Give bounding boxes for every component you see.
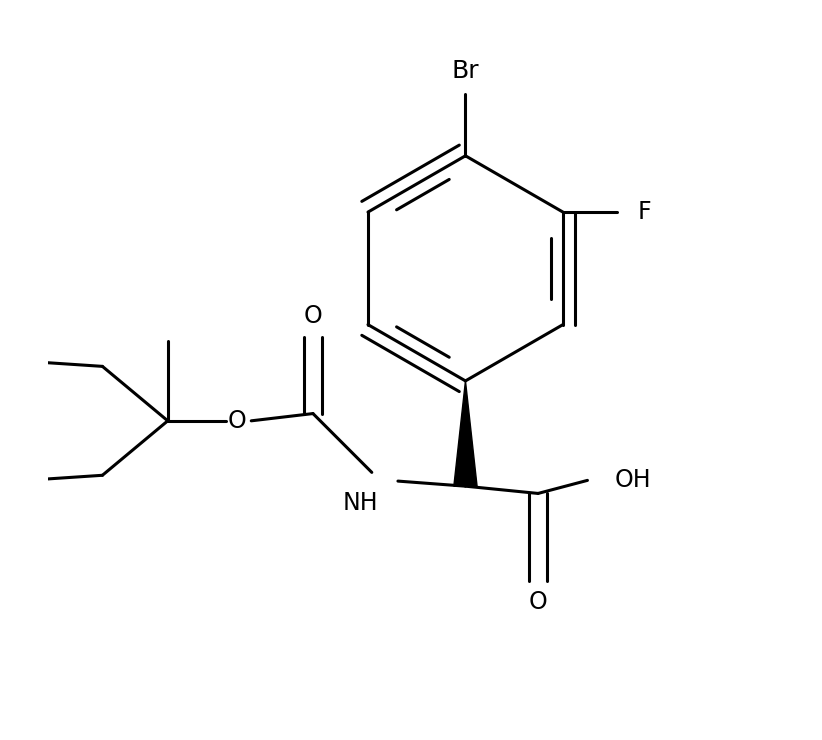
Polygon shape [454,381,477,486]
Text: O: O [529,591,547,614]
Text: NH: NH [343,491,378,515]
Text: O: O [228,408,246,433]
Text: OH: OH [615,468,652,492]
Text: Br: Br [451,59,479,83]
Text: F: F [638,200,651,224]
Text: O: O [303,303,322,328]
